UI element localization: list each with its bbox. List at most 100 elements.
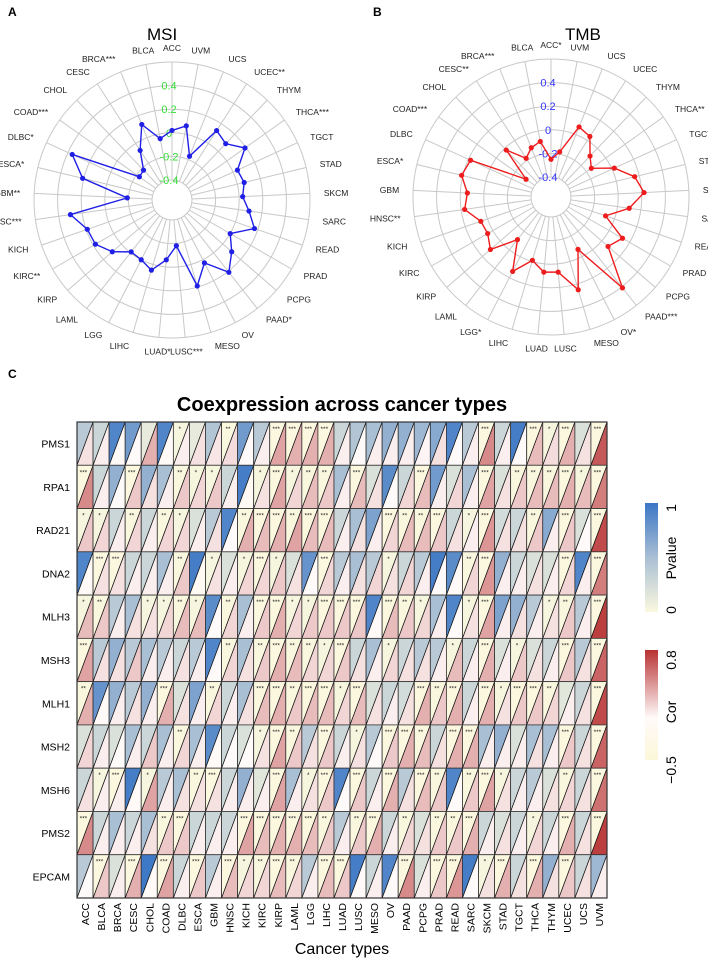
significance-stars: *** bbox=[288, 426, 296, 433]
cell-diagonal bbox=[429, 465, 447, 509]
cell-diagonal bbox=[237, 508, 255, 552]
significance-stars: ** bbox=[290, 513, 296, 520]
category-label: THYM bbox=[656, 82, 680, 92]
category-label: LGG* bbox=[460, 327, 482, 337]
heatmap-title: Coexpression across cancer types bbox=[177, 394, 507, 416]
cell-diagonal bbox=[253, 681, 271, 726]
category-label: BLCA bbox=[132, 46, 155, 56]
cell-diagonal bbox=[124, 551, 142, 596]
data-point bbox=[587, 153, 593, 159]
significance-stars: *** bbox=[433, 859, 441, 866]
cell-diagonal bbox=[108, 768, 126, 812]
data-point bbox=[575, 246, 581, 252]
significance-stars: *** bbox=[594, 642, 602, 649]
significance-stars: ** bbox=[531, 469, 537, 476]
cell-diagonal bbox=[462, 854, 479, 899]
category-label: MESO bbox=[594, 338, 619, 348]
spoke bbox=[438, 116, 535, 186]
cell-diagonal bbox=[285, 594, 303, 639]
coexpression-heatmap: PMS1* ** *** *** *** *** *** *** * *** ***RPA1*** *… bbox=[33, 421, 608, 934]
cell-diagonal bbox=[333, 768, 351, 812]
cell-diagonal bbox=[221, 724, 238, 769]
significance-stars: * bbox=[195, 469, 198, 476]
cell-diagonal bbox=[189, 768, 206, 812]
cell-diagonal bbox=[381, 811, 399, 855]
significance-stars: *** bbox=[433, 513, 441, 520]
cell-diagonal bbox=[156, 594, 174, 639]
cell-diagonal bbox=[381, 681, 399, 726]
pvalue-legend-max: 1 bbox=[663, 504, 679, 512]
cell-diagonal bbox=[156, 508, 174, 552]
cell-diagonal bbox=[574, 811, 592, 855]
cell-diagonal bbox=[478, 768, 495, 812]
cell-diagonal bbox=[510, 681, 528, 726]
spoke bbox=[46, 142, 155, 193]
significance-stars: *** bbox=[594, 556, 602, 563]
cell-diagonal bbox=[542, 811, 560, 855]
row-label-pms1: PMS1 bbox=[41, 439, 70, 451]
spoke bbox=[465, 212, 540, 306]
cell-diagonal bbox=[558, 724, 576, 769]
significance-stars: *** bbox=[481, 556, 489, 563]
cell-diagonal bbox=[365, 681, 383, 726]
cell-diagonal bbox=[156, 421, 174, 466]
column-label: HNSC bbox=[225, 903, 237, 933]
cell-diagonal bbox=[526, 811, 544, 855]
significance-stars: * bbox=[243, 556, 246, 563]
cell-diagonal bbox=[301, 551, 319, 596]
cell-diagonal bbox=[526, 465, 544, 509]
significance-stars: *** bbox=[594, 772, 602, 779]
tmb-radar-chart: ACC* UVM UCS UCEC THYM THCA** TGCT STAD** SKCM**… bbox=[370, 40, 708, 353]
column-label: LGG bbox=[305, 903, 317, 925]
significance-stars: * bbox=[179, 513, 182, 520]
spoke bbox=[108, 217, 164, 323]
significance-stars: *** bbox=[176, 815, 184, 822]
significance-stars: *** bbox=[272, 642, 280, 649]
data-point bbox=[140, 167, 147, 173]
cell-diagonal bbox=[253, 465, 271, 509]
significance-stars: *** bbox=[561, 513, 569, 520]
data-point bbox=[109, 249, 115, 255]
cell-diagonal bbox=[172, 811, 190, 855]
pvalue-triangle bbox=[157, 508, 174, 552]
cell-diagonal bbox=[381, 421, 399, 466]
column-label: THYM bbox=[546, 903, 558, 933]
significance-stars: ** bbox=[306, 469, 312, 476]
cell-diagonal bbox=[189, 681, 206, 726]
category-label: KIRC bbox=[399, 268, 419, 278]
cell-diagonal bbox=[76, 811, 94, 855]
cell-diagonal bbox=[205, 854, 222, 899]
significance-stars: * bbox=[548, 599, 551, 606]
cell-diagonal bbox=[124, 724, 142, 769]
cell-diagonal bbox=[301, 594, 319, 639]
data-point bbox=[487, 246, 494, 253]
significance-stars: *** bbox=[465, 729, 473, 736]
cell-diagonal bbox=[140, 551, 158, 596]
category-label: OV bbox=[242, 330, 255, 340]
category-label: PAAD* bbox=[266, 314, 293, 324]
column-label: KICH bbox=[241, 903, 253, 928]
significance-stars: ** bbox=[129, 513, 135, 520]
significance-stars: * bbox=[307, 772, 310, 779]
spoke bbox=[425, 139, 534, 190]
cell-diagonal bbox=[108, 811, 126, 855]
category-label: ESCA* bbox=[377, 156, 404, 166]
data-point bbox=[169, 127, 175, 134]
cell-diagonal bbox=[429, 421, 447, 466]
cell-diagonal bbox=[301, 724, 319, 769]
cell-diagonal bbox=[92, 638, 110, 682]
cell-diagonal bbox=[558, 465, 576, 509]
cell-diagonal bbox=[221, 594, 238, 639]
cell-diagonal bbox=[462, 638, 479, 682]
column-label: LUSC bbox=[353, 903, 365, 931]
significance-stars: ** bbox=[563, 599, 569, 606]
cell-diagonal bbox=[333, 811, 351, 855]
significance-stars: ** bbox=[322, 469, 328, 476]
cell-diagonal bbox=[189, 421, 206, 466]
significance-stars: *** bbox=[561, 556, 569, 563]
significance-stars: ** bbox=[402, 815, 408, 822]
significance-stars: * bbox=[291, 599, 294, 606]
significance-stars: * bbox=[387, 556, 390, 563]
data-point bbox=[632, 174, 638, 180]
